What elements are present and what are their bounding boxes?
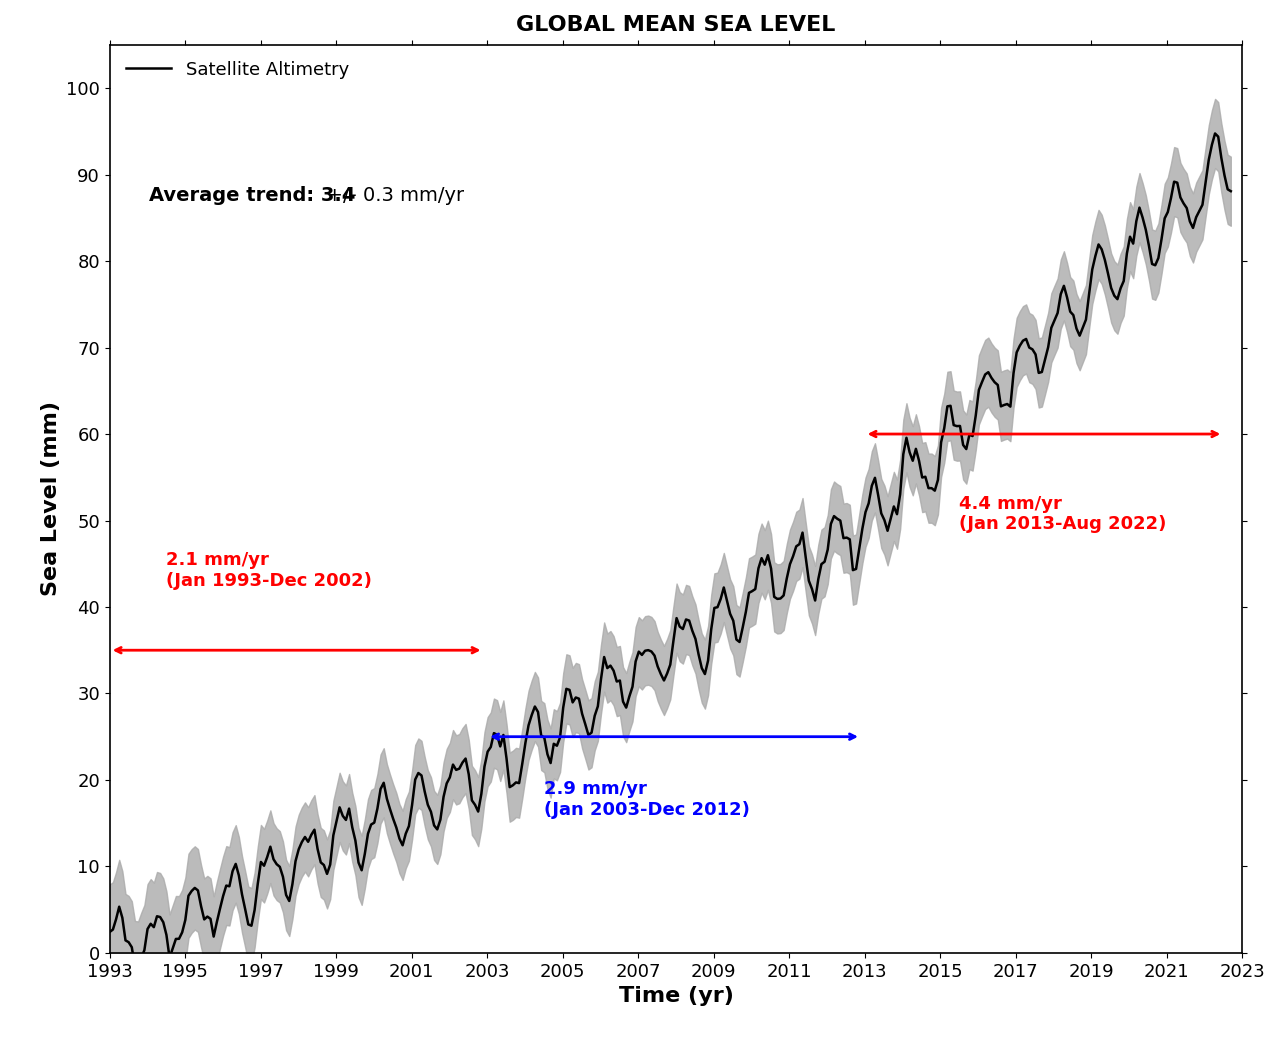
Text: 4.4 mm/yr
(Jan 2013-Aug 2022): 4.4 mm/yr (Jan 2013-Aug 2022): [959, 495, 1166, 534]
Satellite Altimetry: [209, 916, 224, 928]
Title: GLOBAL MEAN SEA LEVEL: GLOBAL MEAN SEA LEVEL: [516, 15, 836, 35]
Satellite Altimetry: [131, 961, 146, 973]
Text: +/- 0.3 mm/yr: +/- 0.3 mm/yr: [314, 185, 463, 204]
Satellite Altimetry: [360, 827, 375, 840]
Satellite Altimetry: [495, 728, 511, 741]
Text: Average trend: 3.4: Average trend: 3.4: [150, 185, 356, 204]
X-axis label: Time (yr): Time (yr): [618, 986, 733, 1007]
Satellite Altimetry: [710, 601, 726, 614]
Satellite Altimetry: [102, 925, 118, 938]
Y-axis label: Sea Level (mm): Sea Level (mm): [41, 401, 60, 596]
Satellite Altimetry: [404, 799, 420, 812]
Line: Satellite Altimetry: Satellite Altimetry: [110, 133, 1231, 967]
Text: 2.1 mm/yr
(Jan 1993-Dec 2002): 2.1 mm/yr (Jan 1993-Dec 2002): [166, 551, 372, 590]
Satellite Altimetry: [1224, 184, 1239, 197]
Satellite Altimetry: [543, 756, 558, 769]
Legend: Satellite Altimetry: Satellite Altimetry: [119, 54, 356, 86]
Text: 2.9 mm/yr
(Jan 2003-Dec 2012): 2.9 mm/yr (Jan 2003-Dec 2012): [544, 779, 750, 819]
Satellite Altimetry: [1207, 127, 1222, 140]
